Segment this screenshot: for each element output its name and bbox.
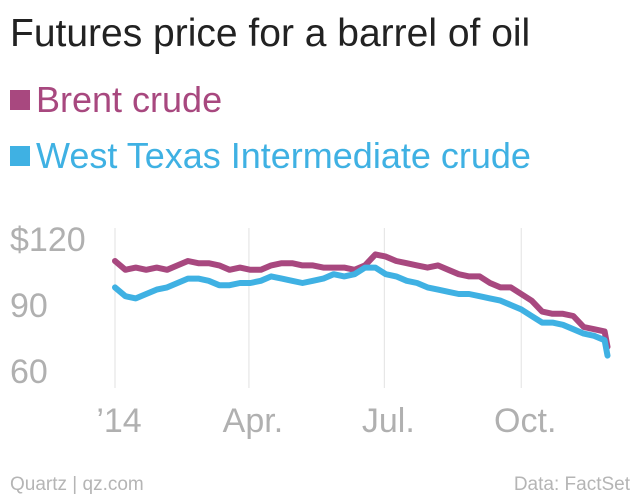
y-tick-label: 60 [10,353,48,391]
line-chart: $120 90 60 ’14 Apr. Jul. Oct. [10,221,611,440]
source-credit: Quartz | qz.com [10,474,144,495]
series-line-wti [112,264,611,359]
data-source: Data: FactSet [513,474,630,495]
legend-swatch-brent [10,90,30,110]
legend-item-brent: Brent crude [10,72,531,128]
series-lines [112,251,611,359]
x-tick-label: Oct. [494,402,556,440]
x-tick-label: ’14 [96,402,141,440]
chart-title: Futures price for a barrel of oil [10,12,531,55]
x-axis: ’14 Apr. Jul. Oct. [96,402,556,440]
legend-swatch-wti [10,146,30,166]
x-tick-label: Jul. [362,402,415,440]
y-axis: $120 90 60 [10,221,86,391]
legend: Brent crude West Texas Intermediate crud… [10,72,531,184]
grid [114,228,522,388]
legend-item-wti: West Texas Intermediate crude [10,128,531,184]
y-tick-label: 90 [10,287,48,325]
x-tick-label: Apr. [223,402,283,440]
y-tick-label: $120 [10,221,86,259]
legend-label-brent: Brent crude [36,79,223,120]
legend-label-wti: West Texas Intermediate crude [36,135,531,176]
